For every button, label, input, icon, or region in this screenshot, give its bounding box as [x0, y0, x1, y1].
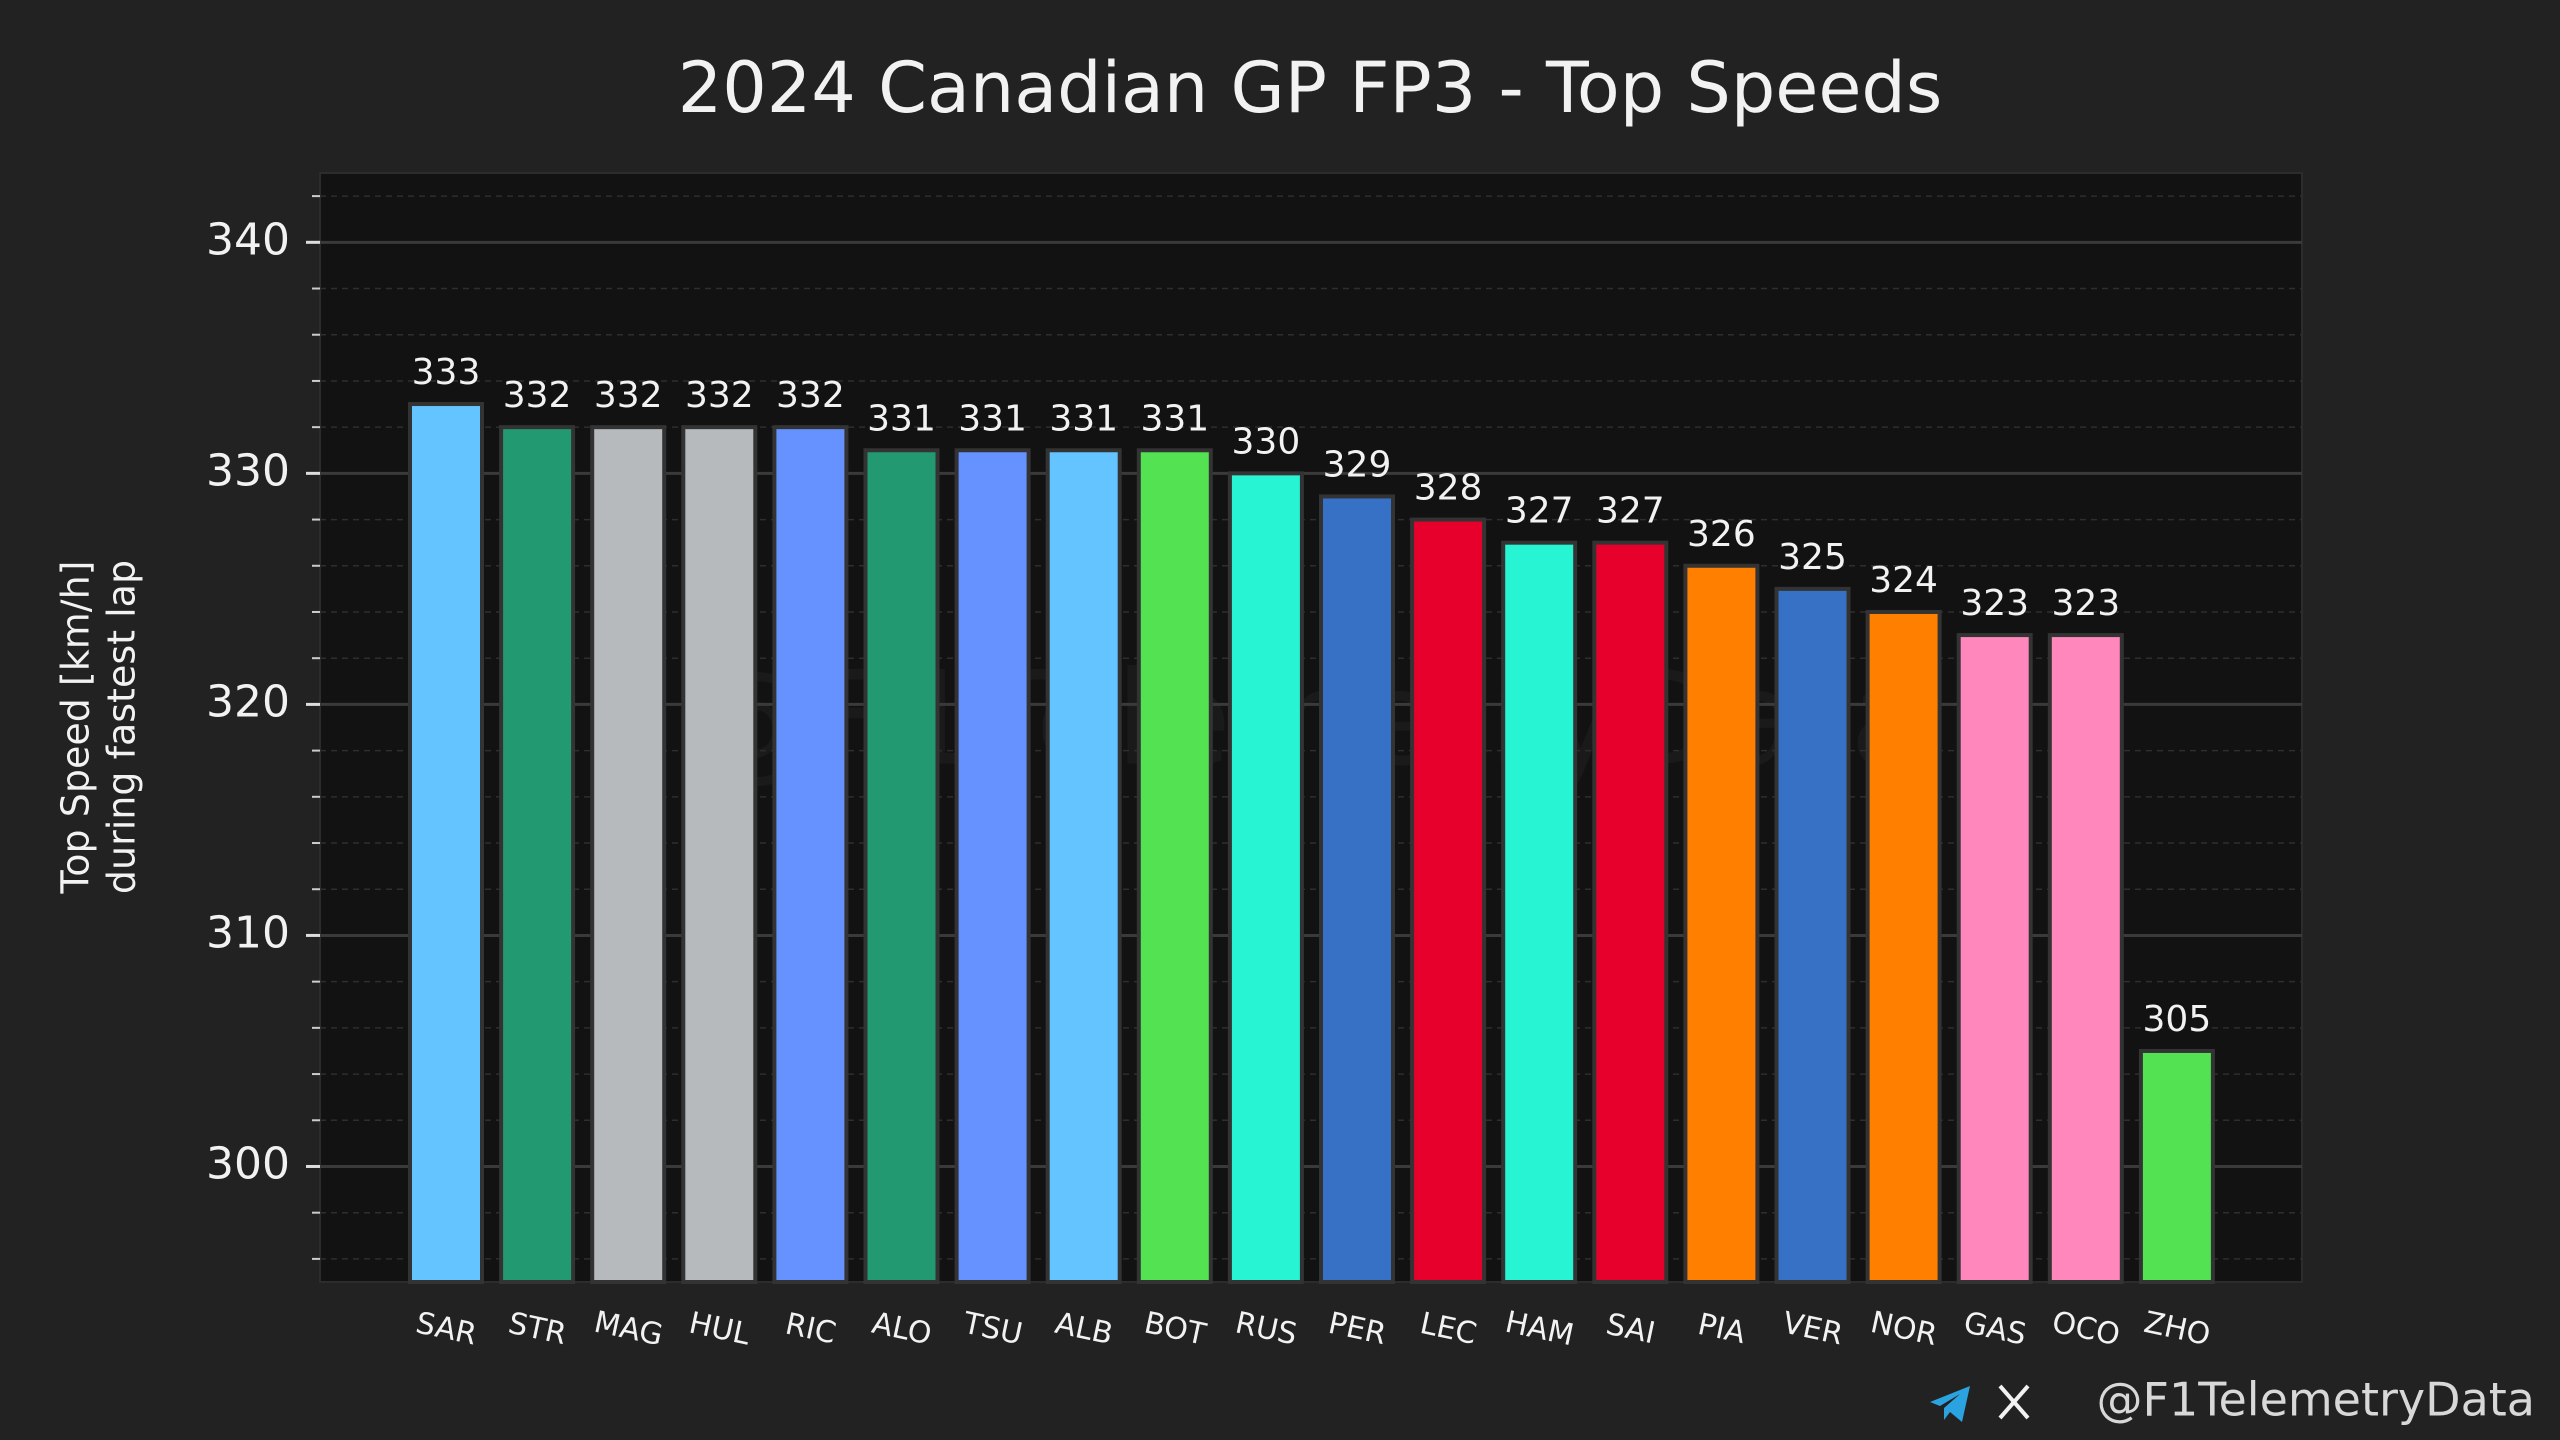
y-axis-label-line: Top Speed [km/h]	[54, 561, 98, 895]
bar	[2138, 1048, 2215, 1285]
value-label: 329	[1323, 444, 1392, 485]
bar	[1956, 633, 2033, 1284]
y-axis-label-line: during fastest lap	[100, 560, 144, 894]
bar	[1501, 540, 1578, 1284]
bar	[1592, 540, 1669, 1284]
value-label: 331	[958, 398, 1027, 439]
value-label: 332	[594, 375, 663, 416]
footer-credit: @F1TelemetryData	[2096, 1373, 2535, 1427]
bar	[1683, 563, 1760, 1284]
bar	[590, 425, 667, 1285]
value-label: 332	[503, 375, 572, 416]
bar	[499, 425, 576, 1285]
value-label: 323	[1960, 583, 2029, 624]
y-tick-label: 300	[206, 1138, 290, 1189]
bar	[1410, 517, 1487, 1284]
bar	[681, 425, 758, 1285]
value-label: 328	[1414, 468, 1483, 509]
bar	[1136, 448, 1213, 1284]
y-tick-label: 310	[206, 907, 290, 958]
bar	[772, 425, 849, 1285]
value-label: 325	[1778, 537, 1847, 578]
bar	[1319, 494, 1395, 1285]
value-label: 327	[1505, 491, 1574, 532]
bar	[2047, 633, 2124, 1284]
value-label: 327	[1596, 491, 1665, 532]
bar	[408, 402, 484, 1284]
telegram-icon	[1930, 1386, 1970, 1422]
bar	[1045, 448, 1122, 1284]
value-label: 323	[2051, 583, 2120, 624]
value-label: 332	[685, 375, 754, 416]
bar	[1865, 609, 1942, 1284]
value-label: 326	[1687, 514, 1756, 555]
value-label: 331	[1049, 398, 1118, 439]
bar	[1774, 586, 1851, 1284]
value-label: 331	[1140, 398, 1209, 439]
y-tick-label: 330	[206, 445, 290, 496]
value-label: 332	[776, 375, 845, 416]
y-tick-label: 340	[206, 214, 290, 265]
y-tick-label: 320	[206, 676, 290, 727]
chart-title: 2024 Canadian GP FP3 - Top Speeds	[678, 47, 1943, 129]
value-label: 305	[2143, 999, 2212, 1040]
bar	[954, 448, 1031, 1284]
y-axis-label: Top Speed [km/h] during fastest lap	[54, 560, 144, 895]
value-label: 330	[1232, 421, 1301, 462]
value-label: 333	[412, 352, 481, 393]
bar	[1227, 471, 1304, 1284]
value-label: 331	[867, 398, 936, 439]
value-label: 324	[1869, 560, 1938, 601]
bar	[863, 448, 940, 1284]
x-icon	[1998, 1384, 2030, 1420]
